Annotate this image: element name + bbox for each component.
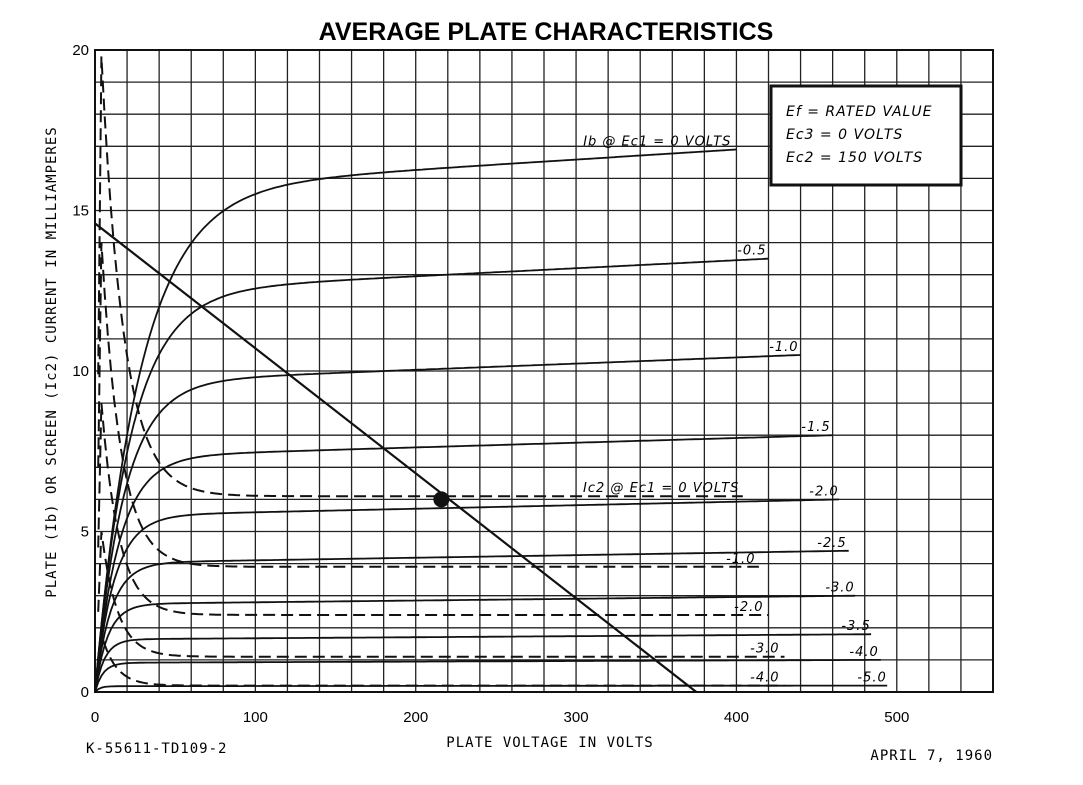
operating-point (433, 491, 450, 508)
screen-curve-4 (97, 633, 785, 687)
x-tick-label: 500 (884, 709, 909, 726)
screen-curve-label: Ic2 @ Ec1 = 0 VOLTS (583, 481, 739, 496)
y-tick-labels: 0 5 10 15 20 (72, 42, 89, 701)
conditions-box: Ef = RATED VALUE Ec3 = 0 VOLTS Ec2 = 150… (769, 84, 963, 187)
plate-curve-3 (94, 434, 833, 693)
load-line (94, 222, 698, 693)
screen-curve-label: -3.0 (750, 642, 779, 657)
screen-curve-label: -2.0 (734, 600, 763, 615)
chart-date: APRIL 7, 1960 (870, 748, 993, 764)
condition-filament: Ef = RATED VALUE (786, 104, 932, 120)
x-tick-label: 0 (91, 709, 99, 726)
chart-title: AVERAGE PLATE CHARACTERISTICS (319, 18, 774, 46)
condition-ec2: Ec2 = 150 VOLTS (786, 150, 923, 166)
drawing-number: K-55611-TD109-2 (86, 741, 227, 757)
x-tick-label: 300 (564, 709, 589, 726)
screen-curve-label: -1.0 (726, 552, 755, 567)
y-tick-label: 10 (72, 363, 89, 380)
plate-curve-0 (94, 148, 737, 693)
plate-curve-label: -2.0 (809, 484, 838, 499)
screen-curve-label: -4.0 (750, 671, 779, 686)
plate-curve-label: -3.0 (825, 581, 854, 596)
plate-curve-label: -5.0 (857, 671, 886, 686)
screen-current-curves: Ic2 @ Ec1 = 0 VOLTS -1.0 -2.0 -3.0 -4.0 (97, 56, 785, 687)
y-tick-label: 15 (72, 203, 89, 220)
plate-curve-label: Ib @ Ec1 = 0 VOLTS (583, 135, 731, 150)
y-tick-label: 20 (72, 42, 89, 59)
load-line-group (94, 222, 698, 693)
y-tick-label: 0 (81, 684, 89, 701)
x-tick-label: 100 (243, 709, 268, 726)
condition-ec3: Ec3 = 0 VOLTS (786, 127, 903, 143)
plate-curve-label: -1.0 (769, 340, 798, 355)
plate-curve-label: -2.5 (817, 536, 846, 551)
plate-curve-8 (94, 659, 881, 693)
plate-curve-7 (94, 633, 872, 693)
plate-curve-1 (94, 257, 769, 693)
y-tick-label: 5 (81, 524, 89, 541)
x-tick-label: 400 (724, 709, 749, 726)
plate-curve-4 (94, 498, 840, 693)
x-tick-labels: 0 100 200 300 400 500 (91, 709, 909, 726)
screen-curve-3 (97, 531, 785, 658)
x-tick-label: 200 (403, 709, 428, 726)
plate-current-curves: Ib @ Ec1 = 0 VOLTS -0.5 -1.0 -1.5 -2.0 -2.5 -3… (94, 135, 888, 693)
plate-curve-label: -0.5 (737, 244, 766, 259)
plate-curve-5 (94, 549, 849, 693)
x-axis-label: PLATE VOLTAGE IN VOLTS (446, 735, 653, 751)
y-axis-label: PLATE (Ib) OR SCREEN (Ic2) CURRENT IN MI… (44, 126, 60, 597)
plate-curve-2 (94, 354, 801, 693)
screen-curve-0 (97, 56, 743, 498)
conditions-box-frame (769, 84, 963, 187)
plot-frame (94, 49, 994, 693)
plate-curve-label: -3.5 (841, 619, 870, 634)
plate-curve-label: -4.0 (849, 645, 878, 660)
screen-curve-2 (97, 403, 769, 616)
screen-curve-1 (97, 242, 759, 568)
plate-curve-6 (94, 594, 856, 693)
plate-curve-label: -1.5 (801, 420, 830, 435)
